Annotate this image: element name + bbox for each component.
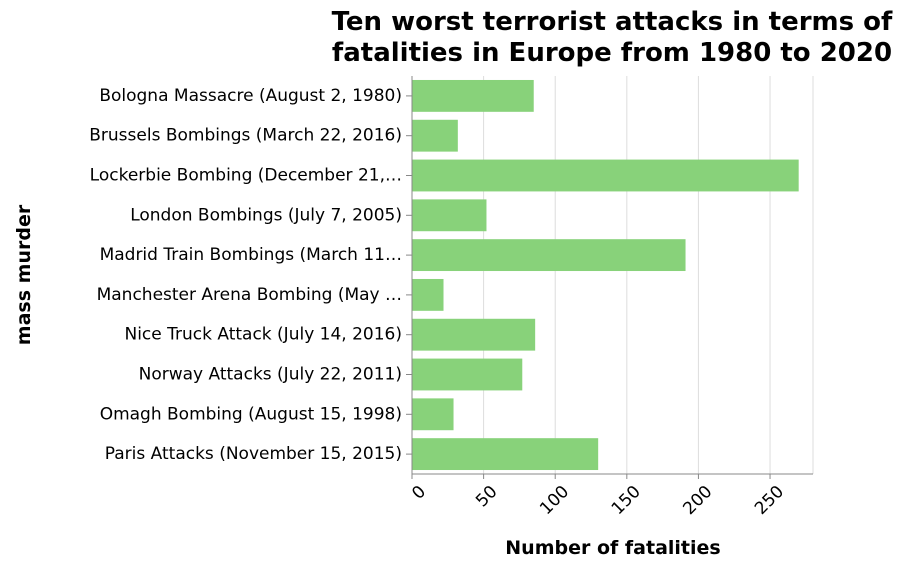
bar: [412, 79, 534, 112]
gridlines: [411, 76, 814, 474]
bar: [412, 119, 458, 152]
bars: [412, 79, 799, 471]
y-axis-title: mass murder: [13, 204, 35, 345]
chart-title-line-2: fatalities in Europe from 1980 to 2020: [332, 38, 892, 68]
bar: [412, 199, 487, 232]
y-tick-label: Norway Attacks (July 22, 2011): [139, 365, 402, 385]
y-tick-label: Manchester Arena Bombing (May …: [97, 285, 402, 305]
x-axis-title: Number of fatalities: [505, 537, 720, 559]
x-tick-label: 200: [679, 482, 716, 519]
y-tick-label: Brussels Bombings (March 22, 2016): [89, 126, 402, 146]
x-tick-label: 50: [472, 482, 501, 511]
y-tick-label: London Bombings (July 7, 2005): [130, 205, 402, 225]
y-tick-label: Lockerbie Bombing (December 21,…: [90, 166, 402, 186]
x-tick-label: 150: [608, 482, 645, 519]
x-tick-label: 250: [751, 482, 788, 519]
bar: [412, 239, 686, 272]
bar: [412, 159, 799, 192]
bar: [412, 318, 536, 351]
y-tick-label: Bologna Massacre (August 2, 1980): [99, 86, 402, 106]
x-tick-label: 100: [536, 482, 573, 519]
x-tick-label: 0: [408, 482, 430, 504]
chart-title-line-1: Ten worst terrorist attacks in terms of: [332, 7, 893, 37]
y-tick-label: Paris Attacks (November 15, 2015): [105, 444, 402, 464]
bar: [412, 398, 454, 431]
bar: [412, 438, 599, 471]
y-tick-label: Omagh Bombing (August 15, 1998): [100, 404, 402, 424]
y-tick-label: Madrid Train Bombings (March 11…: [100, 245, 402, 265]
y-tick-label: Nice Truck Attack (July 14, 2016): [124, 325, 402, 345]
bar: [412, 358, 523, 391]
bar: [412, 278, 444, 311]
